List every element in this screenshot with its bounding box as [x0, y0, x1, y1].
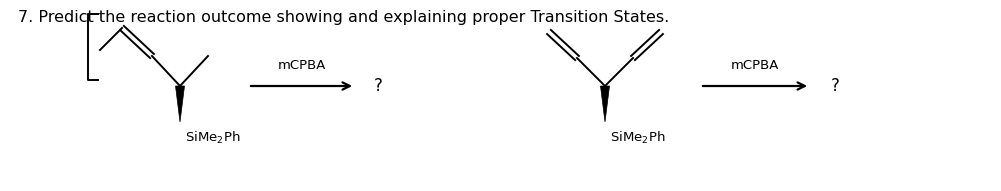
Text: ?: ? [831, 77, 840, 95]
Text: SiMe$_2$Ph: SiMe$_2$Ph [610, 130, 666, 146]
Text: SiMe$_2$Ph: SiMe$_2$Ph [185, 130, 240, 146]
Polygon shape [601, 86, 610, 122]
Text: mCPBA: mCPBA [731, 59, 779, 72]
Text: mCPBA: mCPBA [277, 59, 325, 72]
Text: ?: ? [373, 77, 382, 95]
Polygon shape [175, 86, 184, 122]
Text: 7. Predict the reaction outcome showing and explaining proper Transition States.: 7. Predict the reaction outcome showing … [18, 10, 670, 25]
